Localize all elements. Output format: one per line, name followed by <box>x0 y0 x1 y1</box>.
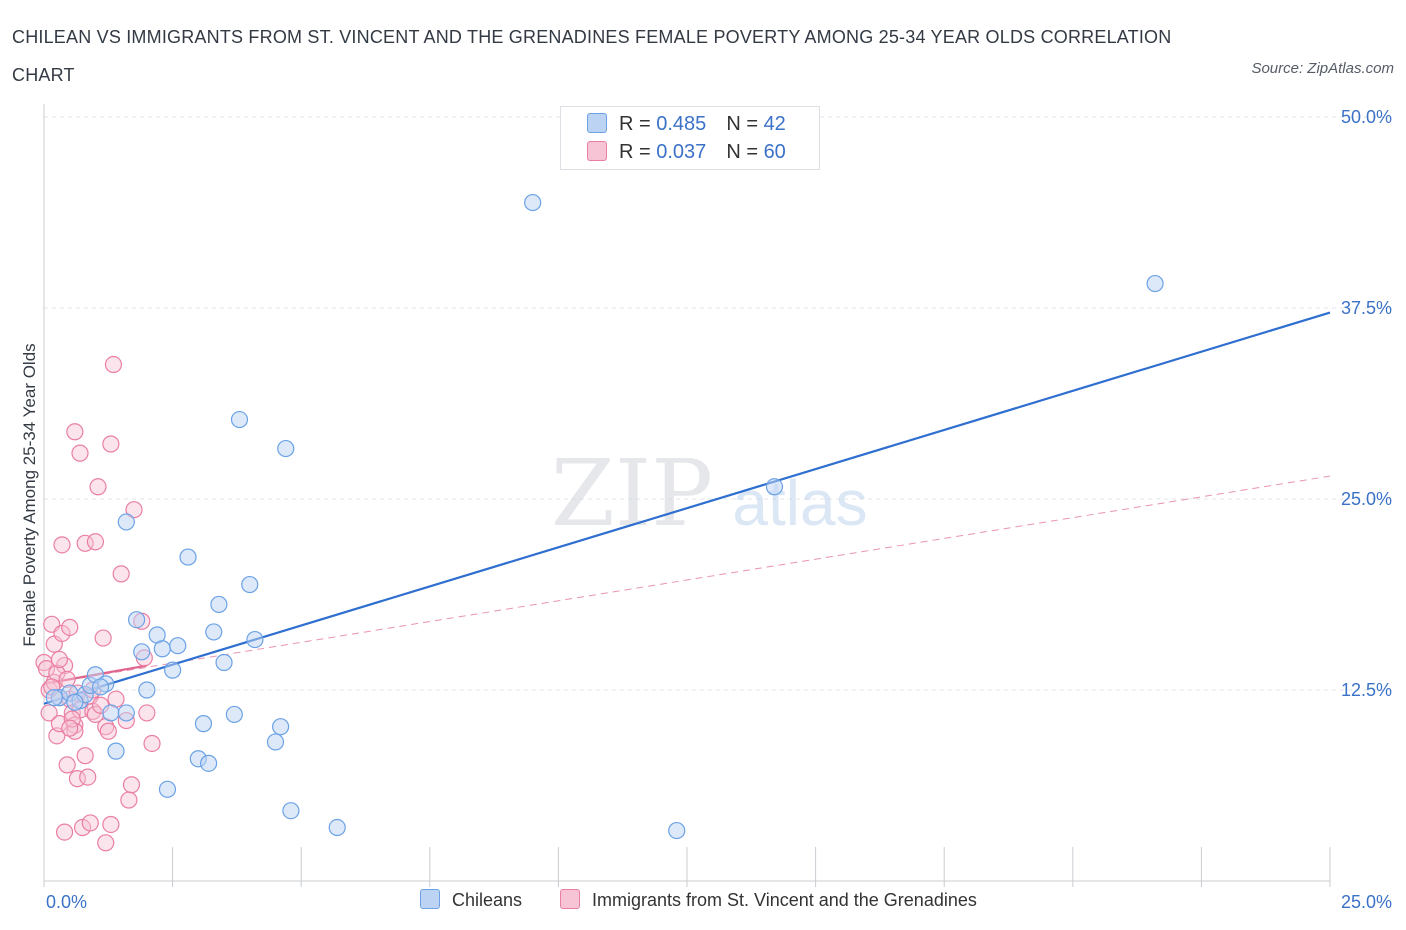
gridlines <box>44 116 1390 691</box>
pink-point <box>102 815 120 834</box>
blue-point <box>241 575 259 594</box>
blue-point <box>179 548 197 566</box>
blue-point <box>45 689 63 707</box>
pink-point <box>89 478 107 496</box>
pink-point <box>94 629 112 647</box>
blue-point <box>230 410 249 429</box>
blue-point <box>117 513 135 531</box>
blue-point <box>277 439 295 458</box>
watermark-atlas: atlas <box>732 467 867 539</box>
legend-r-value: 0.037 <box>656 141 707 163</box>
legend-row-chileans: R = 0.485 N = 42 <box>587 113 786 137</box>
pink-point <box>99 722 117 740</box>
pink-point <box>112 565 130 583</box>
x-tick-label: 25.0% <box>1341 892 1392 912</box>
chart-title: CHILEAN VS IMMIGRANTS FROM ST. VINCENT A… <box>12 27 1172 85</box>
pink-point <box>76 747 94 765</box>
blue-point <box>210 595 228 614</box>
blue-point <box>66 693 84 711</box>
axes <box>43 104 1331 887</box>
pink-point <box>81 814 99 832</box>
blue-point <box>107 742 125 760</box>
legend-n-label: N = <box>726 113 764 135</box>
y-tick-label: 12.5% <box>1341 680 1392 700</box>
blue-point <box>127 611 146 629</box>
pink-trend-extended <box>43 475 1331 685</box>
blue-point <box>1146 274 1164 293</box>
blue-point <box>282 802 300 820</box>
legend-n-label: N = <box>726 141 764 163</box>
blue-point <box>246 630 264 649</box>
blue-point <box>524 193 542 212</box>
legend-r-label: R = <box>619 141 657 163</box>
blue-point <box>138 681 156 699</box>
tick-labels: 12.5% 25.0% 37.5% 50.0% 0.0% 25.0% <box>46 107 1392 912</box>
watermark-zip: ZIP <box>551 440 713 547</box>
bottom-legend-immigrants: Immigrants from St. Vincent and the Gren… <box>560 889 977 911</box>
bottom-legend-label: Immigrants from St. Vincent and the Gren… <box>592 890 977 910</box>
blue-point <box>158 780 177 798</box>
source-credit: Source: ZipAtlas.com <box>1251 60 1394 77</box>
pink-point <box>53 536 71 554</box>
pink-point <box>50 650 69 669</box>
blue-point <box>272 718 290 736</box>
stats-legend: R = 0.485 N = 42 R = 0.037 N = 60 <box>560 106 820 170</box>
blue-point <box>200 754 218 772</box>
pink-point <box>61 618 79 636</box>
legend-swatch-pink <box>587 141 607 161</box>
pink-point <box>58 756 76 774</box>
bottom-legend-swatch-blue <box>420 889 440 909</box>
blue-point <box>133 643 151 661</box>
pink-point <box>71 444 89 462</box>
bottom-legend-swatch-pink <box>560 889 580 909</box>
trend-lines <box>43 311 1331 705</box>
blue-point <box>266 733 285 751</box>
pink-point <box>122 776 141 794</box>
bottom-legend-chileans: Chileans <box>420 889 522 911</box>
blue-point <box>205 623 223 641</box>
pink-point <box>102 435 120 453</box>
pink-point <box>86 533 105 551</box>
blue-point <box>153 640 171 658</box>
blue-trend-line <box>43 311 1331 705</box>
pink-point <box>79 768 97 786</box>
blue-point <box>194 715 213 733</box>
y-tick-label: 50.0% <box>1341 107 1392 127</box>
legend-swatch-blue <box>587 113 607 133</box>
blue-point <box>117 704 135 722</box>
pink-point <box>143 734 161 753</box>
blue-point <box>91 678 110 696</box>
pink-point <box>97 834 115 852</box>
x-tick-label: 0.0% <box>46 892 87 912</box>
pink-point <box>125 501 143 519</box>
blue-point <box>668 821 686 840</box>
y-tick-label: 37.5% <box>1341 298 1392 318</box>
pink-point <box>66 423 84 441</box>
pink-point <box>37 660 56 678</box>
blue-point <box>328 818 346 837</box>
pink-point <box>138 704 156 722</box>
blue-point <box>169 637 187 655</box>
blue-point <box>102 704 120 722</box>
legend-n-value: 60 <box>763 141 786 163</box>
legend-r-value: 0.485 <box>656 113 707 135</box>
blue-point <box>215 653 233 672</box>
blue-point <box>225 705 243 724</box>
pink-point <box>104 355 123 374</box>
pink-point <box>40 704 58 722</box>
blue-point <box>765 478 784 496</box>
bottom-legend-label: Chileans <box>452 890 523 910</box>
legend-n-value: 42 <box>763 113 786 135</box>
pink-point <box>120 791 138 809</box>
y-tick-label: 25.0% <box>1341 489 1392 509</box>
blue-point <box>164 661 182 679</box>
legend-r-label: R = <box>619 113 657 135</box>
data-points <box>35 193 1164 852</box>
pink-point <box>61 719 79 737</box>
legend-row-immigrants: R = 0.037 N = 60 <box>587 141 786 165</box>
pink-point <box>55 823 74 841</box>
